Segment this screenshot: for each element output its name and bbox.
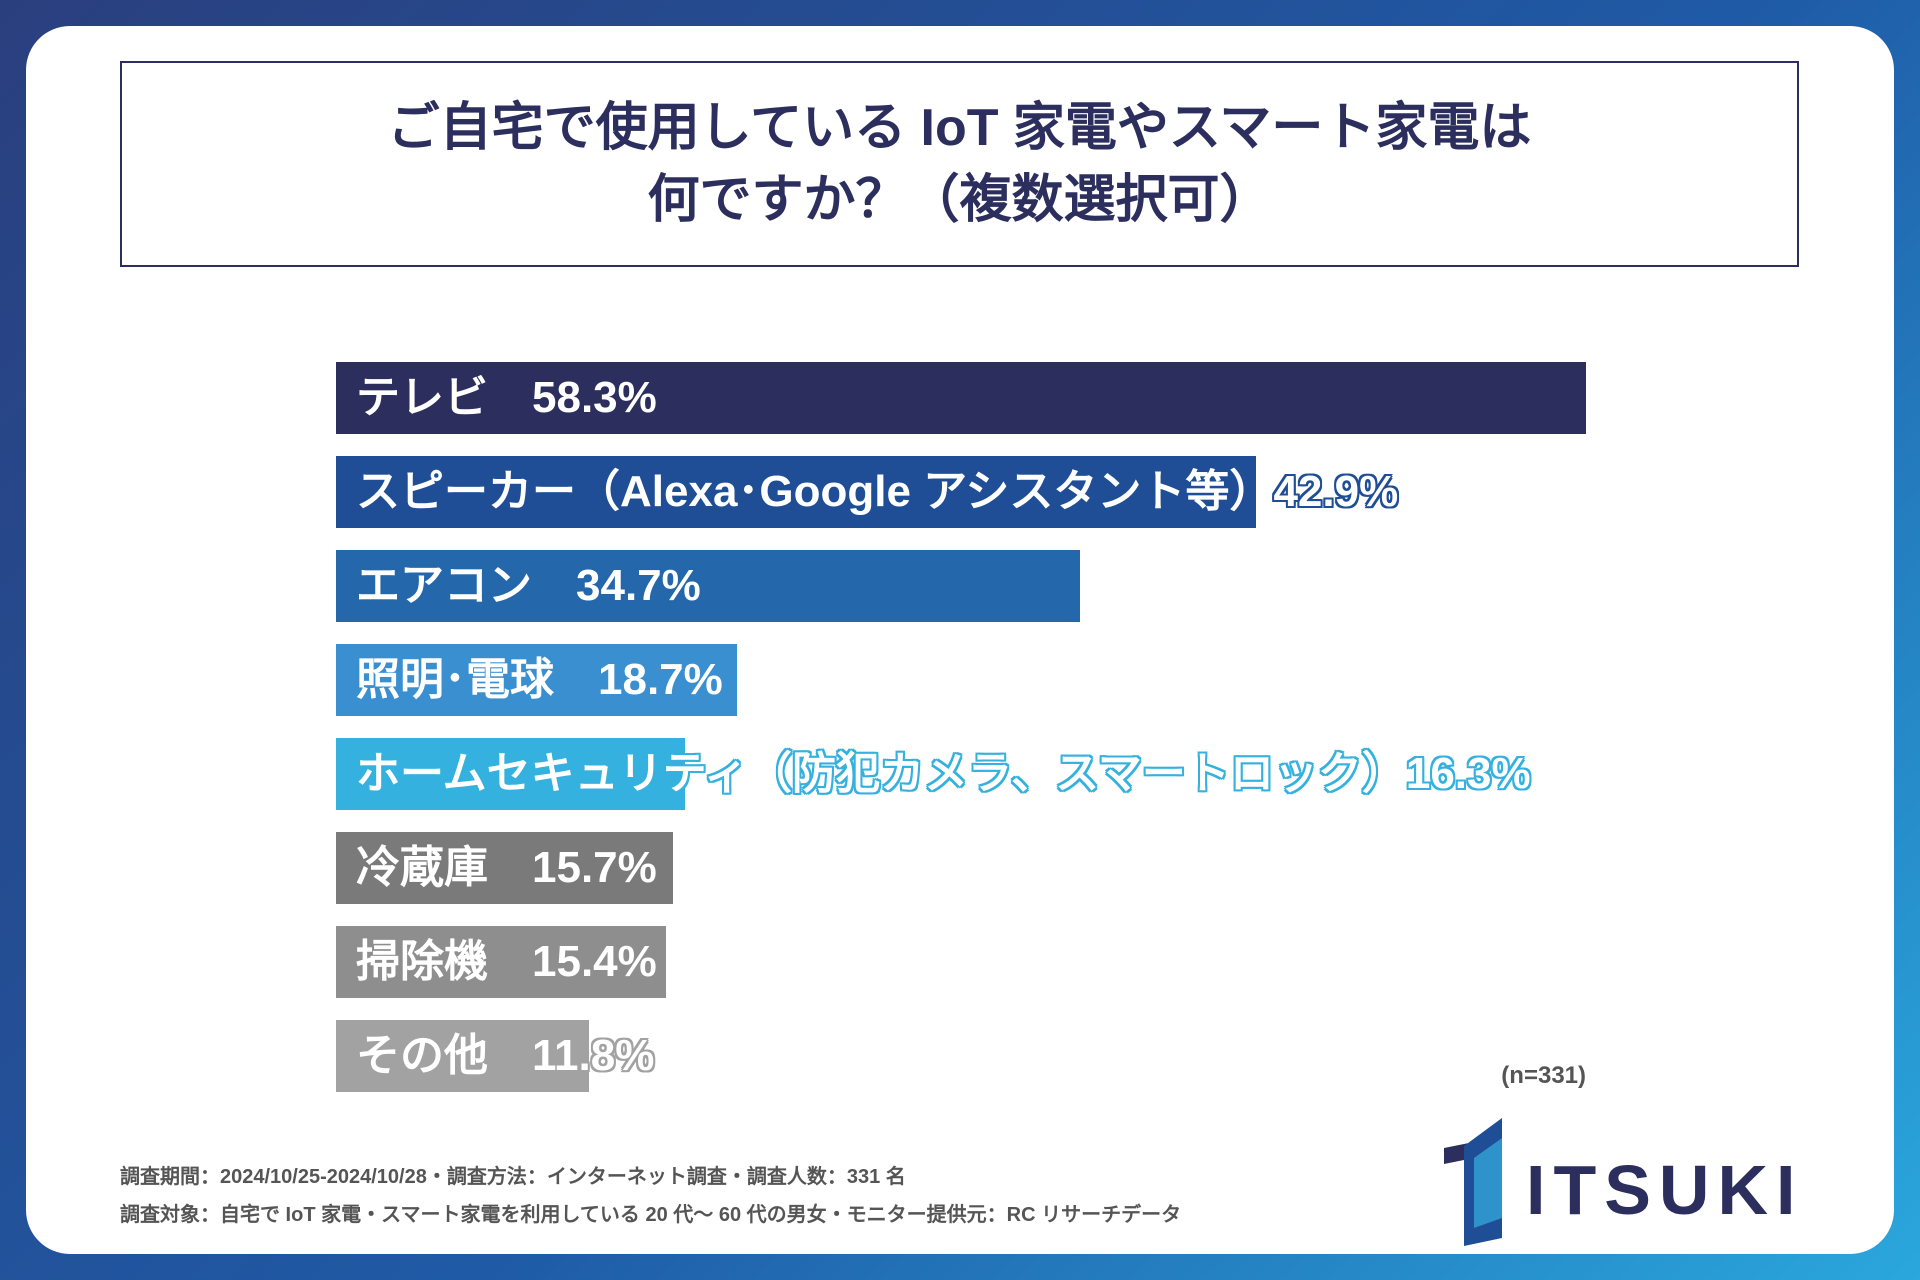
bar-label-1: テレビ 58.3% xyxy=(356,362,657,434)
bar-label-2: スピーカー（Alexa･Google アシスタント等）42.9% xyxy=(356,456,1398,528)
bar-8 xyxy=(336,1020,589,1092)
bar-2 xyxy=(336,456,1256,528)
bar-value-5: 16.3% xyxy=(1405,749,1531,798)
itsuki-logo-text: ITSUKI xyxy=(1526,1151,1804,1229)
bar-category-7: 掃除機 xyxy=(356,937,488,986)
sample-size-label: (n=331) xyxy=(1501,1062,1586,1089)
chart-title-line2: 何ですか？（複数選択可） xyxy=(647,171,1272,229)
bar-category-1: テレビ xyxy=(356,373,488,422)
bar-label-6: 冷蔵庫 15.7% xyxy=(356,832,657,904)
footnote-survey-target: 調査対象：自宅で IoT 家電・スマート家電を利用している 20 代〜 60 代… xyxy=(120,1204,1182,1226)
itsuki-logo-mark xyxy=(1444,1118,1502,1246)
bar-3 xyxy=(336,550,1080,622)
bar-category-4: 照明･電球 xyxy=(356,655,554,704)
bar-label-8: その他 11.8% xyxy=(356,1020,654,1092)
bar-value-6: 15.7% xyxy=(532,843,657,892)
chart-title-box: ご自宅で使用している IoT 家電やスマート家電は 何ですか？（複数選択可） xyxy=(120,61,1799,267)
footnote-survey-period: 調査期間：2024/10/25-2024/10/28・調査方法：インターネット調… xyxy=(120,1166,906,1188)
bar-5 xyxy=(336,738,685,810)
bar-6 xyxy=(336,832,673,904)
bar-category-6: 冷蔵庫 xyxy=(356,843,488,892)
bar-value-3: 34.7% xyxy=(576,561,701,610)
bar-value-8: 11.8% xyxy=(532,1031,655,1080)
bar-4 xyxy=(336,644,737,716)
bar-value-4: 18.7% xyxy=(598,655,723,704)
chart-title-line1: ご自宅で使用している IoT 家電やスマート家電は xyxy=(387,99,1532,157)
bar-1 xyxy=(336,362,1586,434)
bar-value-2: 42.9% xyxy=(1273,467,1399,516)
bar-category-8: その他 xyxy=(356,1031,488,1080)
bar-7 xyxy=(336,926,666,998)
bar-label-3: エアコン 34.7% xyxy=(356,550,701,622)
bar-value-1: 58.3% xyxy=(532,373,657,422)
bar-label-4: 照明･電球 18.7% xyxy=(356,644,723,716)
bar-label-5: ホームセキュリティ（防犯カメラ、スマートロック）16.3% xyxy=(356,738,1531,810)
bar-label-7: 掃除機 15.4% xyxy=(356,926,657,998)
bar-value-7: 15.4% xyxy=(532,937,657,986)
bar-category-2: スピーカー（Alexa･Google アシスタント等） xyxy=(356,467,1274,516)
bar-category-3: エアコン xyxy=(356,561,532,610)
bar-category-5: ホームセキュリティ（防犯カメラ、スマートロック） xyxy=(356,749,1406,798)
